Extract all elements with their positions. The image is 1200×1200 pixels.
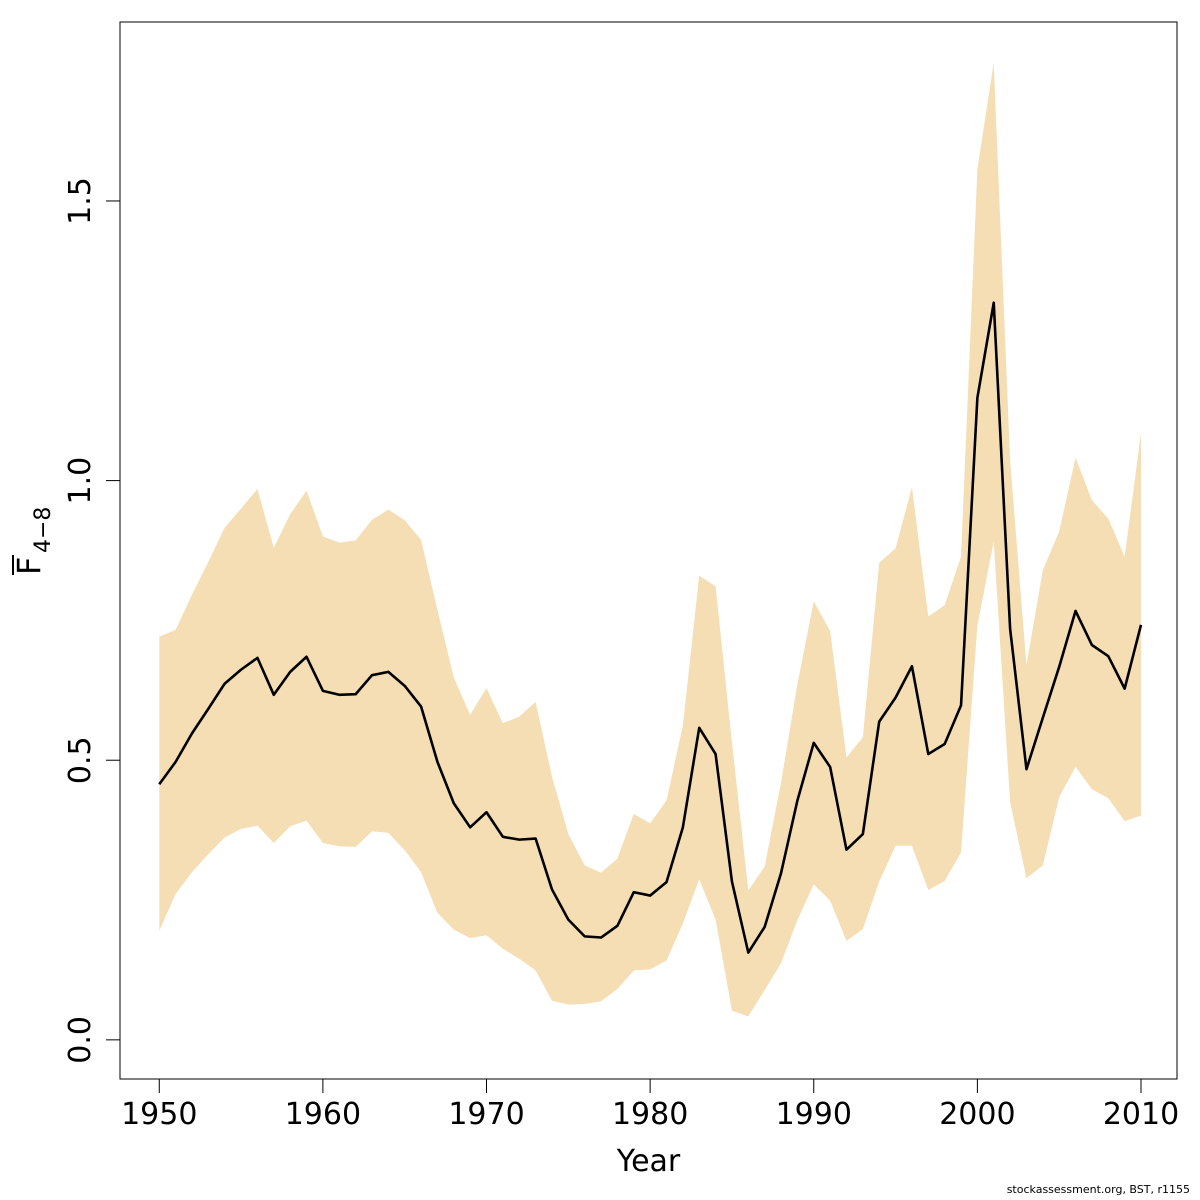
x-tick-label: 1980 [612, 1097, 688, 1132]
x-tick-label: 1990 [776, 1097, 852, 1132]
x-tick-label: 1950 [121, 1097, 197, 1132]
x-tick-label: 1960 [285, 1097, 361, 1132]
x-tick-label: 2000 [939, 1097, 1015, 1132]
x-tick-label: 1970 [448, 1097, 524, 1132]
y-tick-label: 1.5 [63, 177, 98, 225]
y-axis-title: F 4−8 [10, 507, 56, 575]
y-tick-label: 0.0 [63, 1016, 98, 1064]
y-tick-label: 1.0 [63, 457, 98, 505]
estimate-line [158, 301, 1143, 954]
y-axis-title-subscript: 4−8 [31, 507, 56, 553]
x-axis: 1950 1960 1970 1980 1990 2000 2010 [121, 1078, 1179, 1132]
y-axis-title-main: F [10, 557, 48, 575]
y-tick-label: 0.5 [63, 736, 98, 784]
estimate-line-layer [158, 301, 1143, 954]
x-tick-label: 2010 [1103, 1097, 1179, 1132]
x-axis-title: Year [616, 1144, 681, 1179]
credit-text: stockassessment.org, BST, r1155 [1006, 1183, 1190, 1196]
y-axis: 0.0 0.5 1.0 1.5 [63, 177, 121, 1064]
confidence-band-layer [159, 62, 1141, 1017]
confidence-band [159, 62, 1141, 1017]
